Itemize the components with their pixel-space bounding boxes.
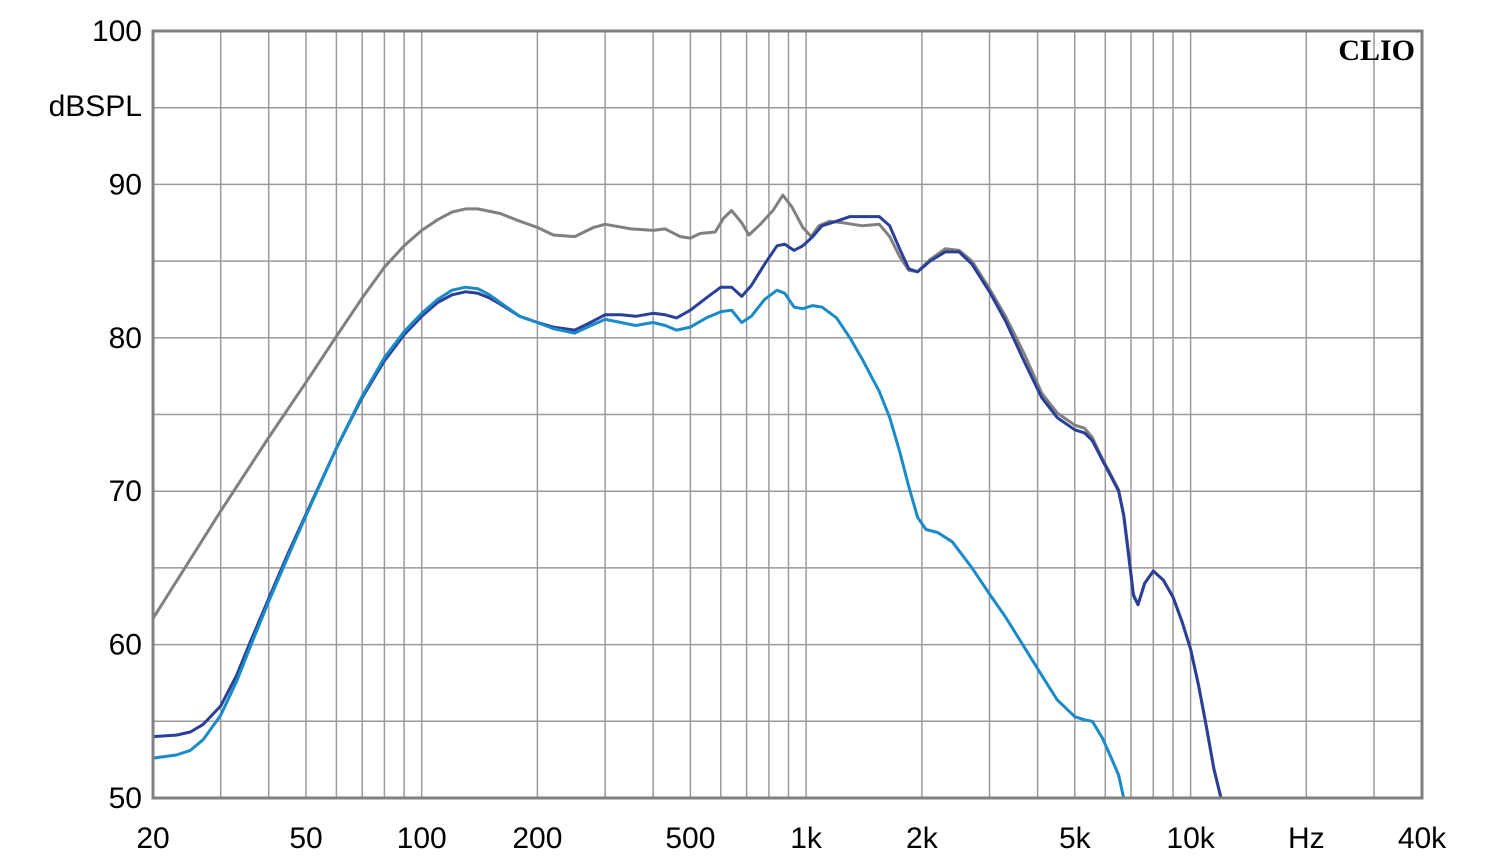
x-tick-label: 1k [790, 822, 823, 855]
x-tick-label: 40k [1398, 822, 1447, 855]
y-tick-label: 60 [109, 629, 142, 662]
y-tick-label: 50 [109, 782, 142, 815]
y-tick-label: 90 [109, 168, 142, 201]
x-tick-label: 5k [1059, 822, 1092, 855]
x-tick-label: 20 [136, 822, 169, 855]
x-tick-label: 2k [906, 822, 939, 855]
x-tick-label: Hz [1288, 822, 1325, 855]
y-tick-label: 70 [109, 475, 142, 508]
y-tick-label: 80 [109, 322, 142, 355]
curves [151, 193, 1223, 799]
brand-label: CLIO [1338, 34, 1415, 67]
plot-frame [151, 29, 1424, 800]
series-line-2 [152, 215, 1223, 799]
grid [153, 31, 1422, 798]
series-line-3 [152, 285, 1126, 799]
x-tick-label: 50 [289, 822, 322, 855]
x-tick-label: 500 [665, 822, 715, 855]
x-tick-label: 10k [1166, 822, 1215, 855]
y-axis-label: dBSPL [49, 90, 142, 123]
x-tick-label: 200 [512, 822, 562, 855]
x-tick-label: 100 [397, 822, 447, 855]
y-tick-label: 100 [92, 15, 142, 48]
tick-labels: 20 50 100 200 500 1k 2k 5k 10k Hz 40k 100 90 80 70 60 50 [92, 15, 1447, 855]
